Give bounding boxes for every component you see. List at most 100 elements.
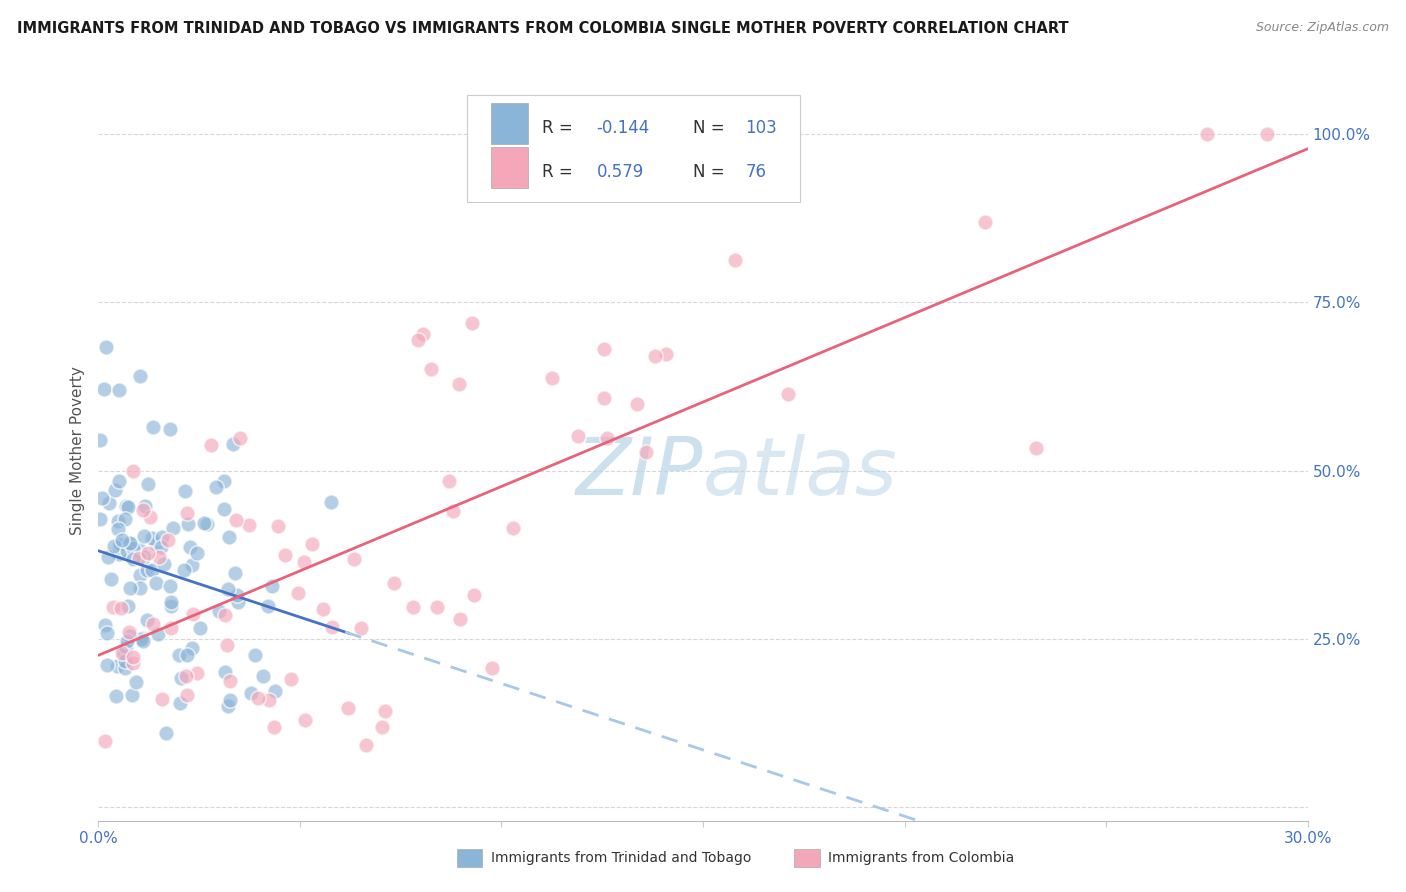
Point [205, 480, 228, 494]
Point [214, 608, 236, 623]
Point [128, 551, 150, 566]
Point [159, 579, 181, 593]
Point [441, 504, 464, 518]
Point [218, 530, 240, 544]
Point [89, 512, 111, 526]
Point [287, 586, 309, 600]
Point [125, 675, 148, 690]
Point [412, 326, 434, 341]
Point [131, 631, 153, 645]
Point [128, 542, 150, 557]
Point [142, 420, 165, 434]
Point [294, 713, 316, 727]
Point [117, 500, 139, 515]
Point [243, 648, 266, 662]
Point [644, 349, 666, 363]
Point [135, 613, 157, 627]
Point [170, 671, 193, 685]
Point [120, 629, 142, 643]
Point [195, 516, 218, 531]
Point [148, 549, 170, 564]
Point [110, 533, 132, 547]
Point [149, 540, 172, 554]
Point [406, 333, 429, 347]
Point [217, 699, 239, 714]
Point [145, 575, 167, 590]
Point [974, 214, 997, 228]
Point [122, 552, 145, 566]
Text: N =: N = [693, 120, 730, 137]
Point [150, 692, 173, 706]
Point [263, 720, 285, 734]
Point [212, 501, 235, 516]
Point [593, 342, 616, 356]
Text: 103: 103 [745, 120, 778, 137]
Point [117, 599, 139, 613]
Text: Immigrants from Trinidad and Tobago: Immigrants from Trinidad and Tobago [491, 851, 751, 865]
Point [461, 316, 484, 330]
Point [262, 579, 284, 593]
Point [128, 581, 150, 595]
Point [159, 422, 181, 436]
Point [402, 599, 425, 614]
Point [181, 607, 204, 621]
Point [153, 557, 176, 571]
Point [122, 656, 145, 670]
Point [174, 669, 197, 683]
Text: atlas: atlas [703, 434, 898, 512]
FancyBboxPatch shape [492, 147, 527, 187]
Point [160, 599, 183, 614]
Point [193, 516, 215, 530]
Point [132, 549, 155, 564]
Point [114, 512, 136, 526]
Point [115, 544, 138, 558]
Point [1025, 442, 1047, 456]
Point [169, 697, 191, 711]
Point [89, 433, 111, 447]
Point [219, 673, 242, 688]
Point [218, 693, 240, 707]
Point [274, 549, 297, 563]
Point [148, 627, 170, 641]
FancyBboxPatch shape [467, 95, 800, 202]
Point [595, 431, 617, 445]
Point [222, 437, 245, 451]
Point [426, 600, 449, 615]
Point [118, 624, 141, 639]
Point [186, 665, 208, 680]
Point [371, 720, 394, 734]
Point [655, 347, 678, 361]
Point [228, 431, 250, 445]
Point [107, 522, 129, 536]
Point [104, 689, 127, 703]
Point [90, 491, 112, 505]
Point [217, 582, 239, 597]
Point [111, 646, 134, 660]
Point [437, 474, 460, 488]
Point [93, 383, 115, 397]
Point [121, 650, 143, 665]
Text: 0.579: 0.579 [596, 163, 644, 181]
Point [110, 601, 132, 615]
Point [321, 620, 343, 634]
Point [259, 693, 281, 707]
Point [96, 626, 118, 640]
Point [238, 518, 260, 533]
Point [129, 632, 152, 646]
Y-axis label: Single Mother Poverty: Single Mother Poverty [70, 366, 86, 535]
Point [157, 533, 180, 547]
Point [724, 252, 747, 267]
Point [176, 648, 198, 663]
Point [294, 555, 316, 569]
Text: Source: ZipAtlas.com: Source: ZipAtlas.com [1256, 21, 1389, 34]
Point [105, 658, 128, 673]
Point [121, 541, 143, 555]
Point [174, 484, 197, 499]
Point [312, 602, 335, 616]
Point [217, 638, 239, 652]
Point [132, 503, 155, 517]
Point [103, 539, 125, 553]
FancyBboxPatch shape [492, 103, 527, 145]
Text: R =: R = [543, 163, 583, 181]
Point [181, 558, 204, 573]
